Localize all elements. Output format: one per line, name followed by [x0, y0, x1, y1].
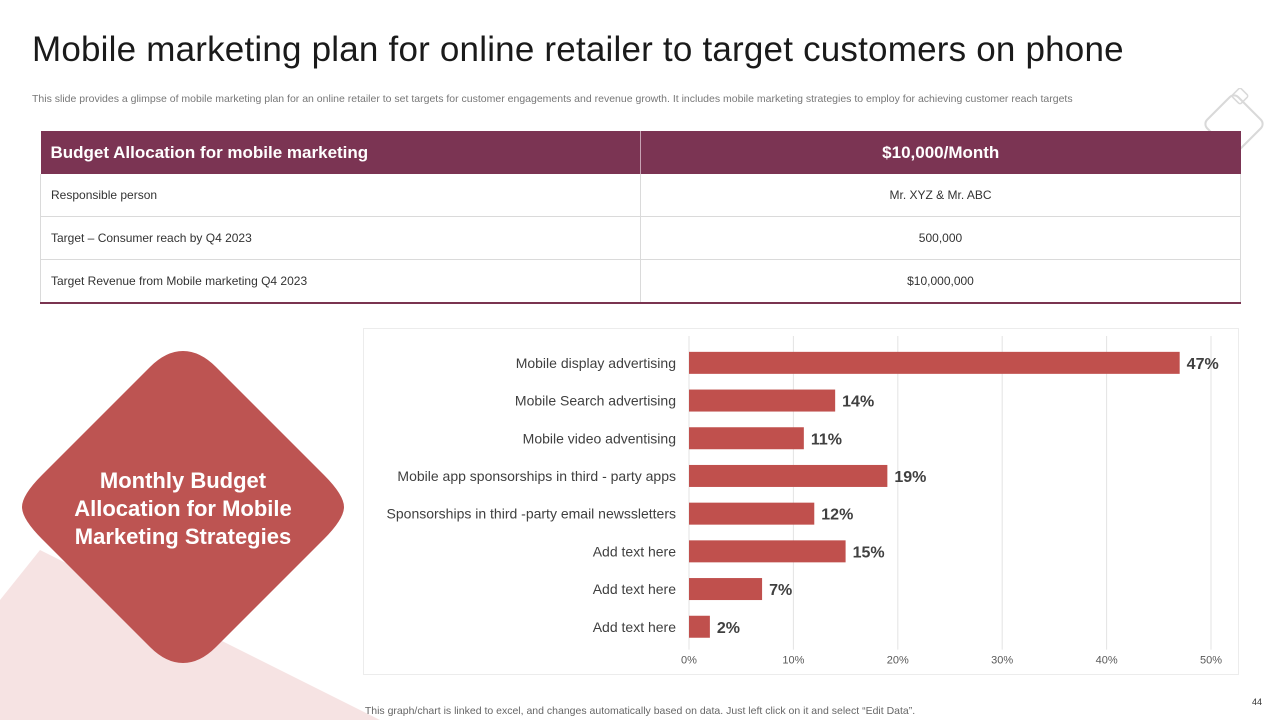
- table-cell-value: Mr. XYZ & Mr. ABC: [640, 174, 1241, 217]
- bar: [689, 615, 710, 638]
- bar: [689, 464, 888, 487]
- callout-diamond-shape: [22, 351, 344, 663]
- table-row: Target Revenue from Mobile marketing Q4 …: [40, 259, 1241, 303]
- bar: [689, 540, 846, 563]
- bar: [689, 389, 836, 412]
- category-label: Sponsorships in third -party email newss…: [387, 506, 676, 522]
- bar: [689, 427, 804, 450]
- table-cell-label: Responsible person: [40, 174, 641, 217]
- x-tick-label: 10%: [782, 655, 804, 667]
- data-label: 14%: [842, 394, 874, 411]
- data-label: 15%: [853, 544, 885, 561]
- table-cell-value: 500,000: [640, 216, 1241, 260]
- page-title: Mobile marketing plan for online retaile…: [32, 30, 1124, 69]
- data-label: 47%: [1187, 356, 1219, 373]
- category-label: Mobile app sponsorships in third - party…: [397, 468, 676, 484]
- footnote: This graph/chart is linked to excel, and…: [364, 705, 916, 717]
- data-label: 19%: [894, 469, 926, 486]
- table-row: Responsible person Mr. XYZ & Mr. ABC: [40, 174, 1241, 217]
- data-label: 2%: [717, 620, 740, 637]
- table-cell-label: Target – Consumer reach by Q4 2023: [40, 216, 641, 260]
- table-header-row: Budget Allocation for mobile marketing $…: [40, 131, 1241, 174]
- table-cell-value: $10,000,000: [640, 259, 1241, 303]
- x-tick-label: 0%: [681, 655, 697, 667]
- x-tick-label: 30%: [991, 655, 1013, 667]
- category-label: Add text here: [593, 581, 676, 597]
- table-cell-label: Target Revenue from Mobile marketing Q4 …: [40, 259, 641, 303]
- table-row: Target – Consumer reach by Q4 2023 500,0…: [40, 216, 1241, 260]
- category-label: Add text here: [593, 543, 676, 559]
- budget-table: Budget Allocation for mobile marketing $…: [40, 131, 1241, 304]
- category-label: Mobile video adventising: [523, 430, 676, 446]
- callout-line: Marketing Strategies: [74, 524, 292, 549]
- callout-text: Monthly Budget Allocation for Mobile Mar…: [22, 467, 344, 551]
- bar-chart[interactable]: 0% 10% 20% 30% 40% 50% Mobile display advertis…: [363, 328, 1239, 675]
- page-number: 44: [1252, 697, 1263, 707]
- bar: [689, 578, 763, 601]
- callout-line: Allocation for Mobile: [74, 496, 292, 521]
- data-label: 11%: [811, 431, 842, 448]
- table-header-label: Budget Allocation for mobile marketing: [40, 131, 641, 174]
- x-tick-label: 20%: [887, 655, 909, 667]
- category-label: Mobile Search advertising: [515, 393, 676, 409]
- page-subtitle: This slide provides a glimpse of mobile …: [32, 93, 1073, 105]
- bar: [689, 351, 1180, 374]
- x-tick-label: 50%: [1200, 655, 1222, 667]
- category-label: Add text here: [593, 619, 676, 635]
- callout-line: Monthly Budget: [99, 468, 267, 493]
- category-label: Mobile display advertising: [516, 355, 676, 371]
- x-tick-label: 40%: [1096, 655, 1118, 667]
- table-header-value: $10,000/Month: [640, 131, 1241, 174]
- bar-chart-svg: 0% 10% 20% 30% 40% 50% Mobile display advertis…: [387, 336, 1222, 667]
- data-label: 7%: [769, 582, 792, 599]
- data-label: 12%: [821, 507, 853, 524]
- bar: [689, 502, 815, 525]
